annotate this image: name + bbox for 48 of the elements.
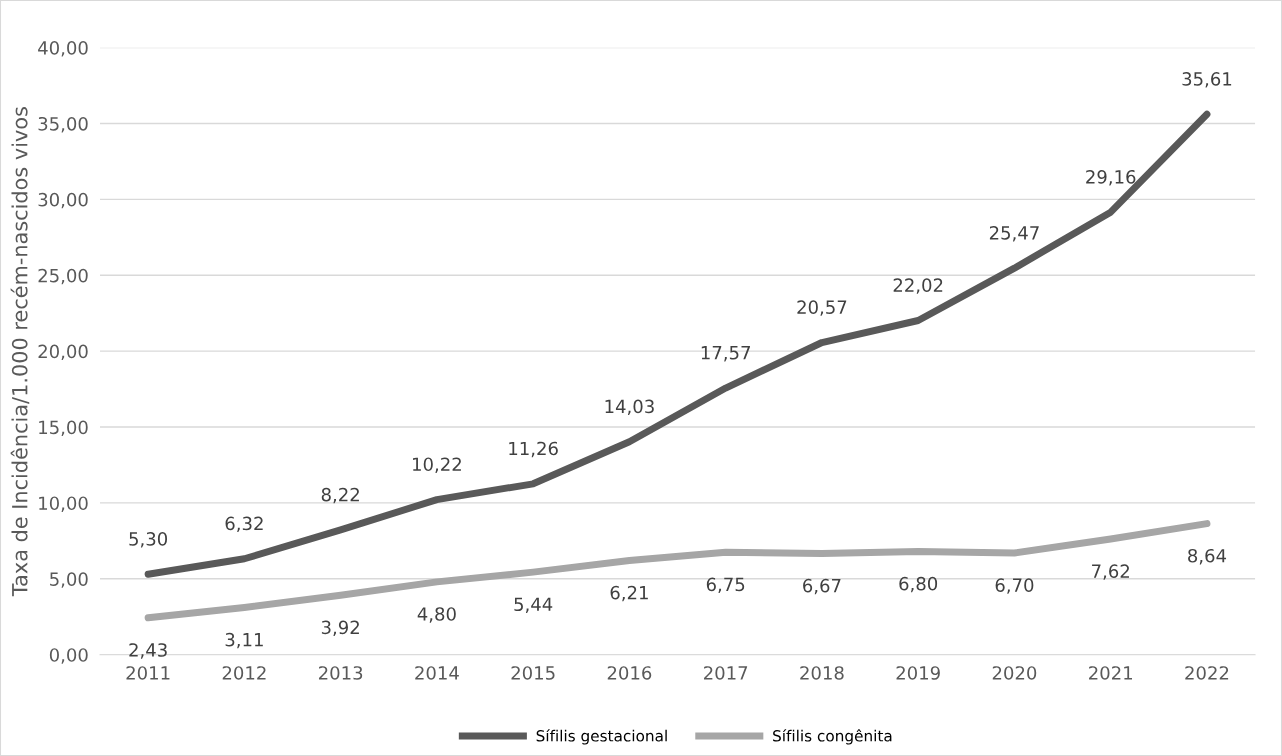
data-label: 22,02 xyxy=(893,278,943,294)
data-label: 7,62 xyxy=(1092,564,1129,580)
data-label: 35,61 xyxy=(1182,72,1232,88)
data-label: 6,70 xyxy=(995,578,1034,594)
data-label: 3,11 xyxy=(225,632,263,649)
x-tick-label: 2020 xyxy=(992,666,1037,680)
x-tick-label: 2021 xyxy=(1089,666,1132,680)
data-label: 10,22 xyxy=(413,457,461,473)
x-tick-label: 2015 xyxy=(511,666,555,680)
data-label: 8,22 xyxy=(321,487,359,504)
y-tick-label: 35,00 xyxy=(38,116,88,133)
data-label: 6,75 xyxy=(706,577,745,594)
y-axis-title: Taxa de Incidência/1.000 recém-nascidos vivos xyxy=(10,107,30,597)
x-tick-label: 2019 xyxy=(896,666,940,680)
x-tick-label: 2013 xyxy=(318,666,363,680)
data-label: 5,44 xyxy=(514,597,553,613)
x-tick-label: 2011 xyxy=(126,666,170,680)
data-label: 14,03 xyxy=(605,399,654,416)
legend-label: Sífilis congênita xyxy=(773,729,892,745)
x-tick-label: 2022 xyxy=(1185,666,1229,680)
data-label: 2,43 xyxy=(129,643,167,659)
y-tick-label: 40,00 xyxy=(38,41,88,57)
y-tick-label: 20,00 xyxy=(38,344,88,361)
x-tick-label: 2017 xyxy=(704,666,748,680)
data-label: 6,32 xyxy=(225,516,263,533)
data-label: 6,80 xyxy=(899,576,938,593)
x-tick-label: 2014 xyxy=(415,666,459,680)
y-tick-label: 30,00 xyxy=(38,192,88,209)
data-label: 20,57 xyxy=(797,300,847,316)
y-tick-label: 25,00 xyxy=(38,268,88,285)
data-label: 6,21 xyxy=(610,585,648,602)
data-label: 5,30 xyxy=(129,532,168,548)
data-label: 17,57 xyxy=(701,346,750,362)
y-tick-label: 10,00 xyxy=(39,496,88,512)
data-label: 3,92 xyxy=(321,620,359,637)
data-label: 29,16 xyxy=(1086,169,1136,186)
x-tick-label: 2018 xyxy=(800,666,844,680)
data-label: 11,26 xyxy=(509,441,558,458)
data-label: 6,67 xyxy=(803,578,841,595)
y-tick-label: 0,00 xyxy=(49,648,88,664)
data-label: 25,47 xyxy=(989,225,1039,242)
legend-label: Sífilis gestacional xyxy=(536,729,667,745)
data-label: 4,80 xyxy=(417,607,456,623)
y-tick-label: 5,00 xyxy=(50,572,88,588)
x-tick-label: 2016 xyxy=(607,666,652,680)
x-tick-label: 2012 xyxy=(222,666,266,680)
y-tick-label: 15,00 xyxy=(39,420,88,436)
data-label: 8,64 xyxy=(1188,548,1227,565)
